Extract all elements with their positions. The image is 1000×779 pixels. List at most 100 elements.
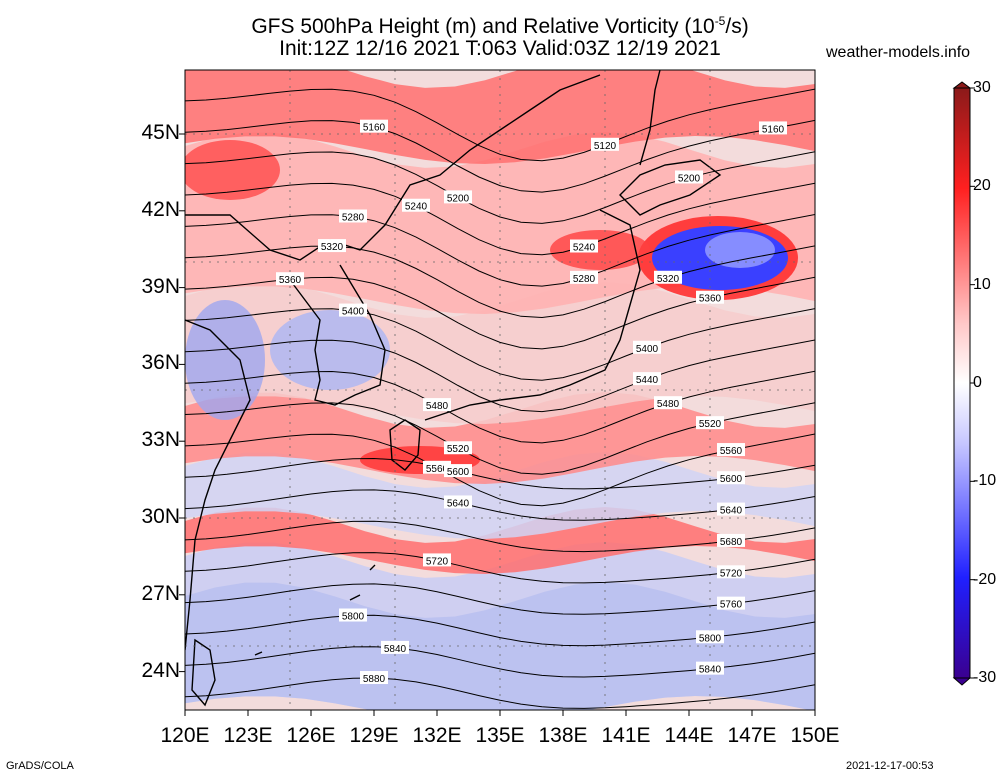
contour-label: 5480 — [654, 396, 682, 410]
contour-label: 5800 — [339, 608, 367, 623]
height-contour-5120 — [185, 88, 815, 162]
svg-text:5720: 5720 — [426, 556, 449, 567]
y-tick-label: 39N — [141, 274, 180, 298]
svg-text:5400: 5400 — [342, 307, 365, 318]
colorbar-label: 20 — [973, 177, 991, 195]
footer-timestamp: 2021-12-17-00:53 — [846, 760, 934, 772]
contour-label: 5840 — [696, 661, 724, 676]
height-contour-5640 — [185, 489, 815, 521]
svg-text:5880: 5880 — [363, 674, 386, 685]
height-contour-5720 — [185, 552, 815, 584]
svg-text:5720: 5720 — [720, 568, 743, 579]
svg-text:5560: 5560 — [720, 446, 743, 457]
svg-text:5680: 5680 — [720, 537, 743, 548]
site-label: weather-models.info — [826, 44, 971, 61]
svg-text:5360: 5360 — [279, 275, 302, 286]
contour-label: 5120 — [591, 137, 619, 152]
contour-label: 5880 — [360, 671, 388, 685]
height-contour-5280 — [185, 214, 815, 287]
colorbar — [953, 87, 971, 679]
contour-label: 5720 — [717, 565, 745, 579]
contour-label: 5560 — [717, 443, 745, 457]
svg-text:5480: 5480 — [426, 401, 449, 412]
height-contour-5320 — [185, 245, 815, 319]
contour-label: 5720 — [423, 553, 451, 567]
x-tick-label: 147E — [727, 724, 777, 747]
x-tick-label: 135E — [475, 724, 525, 747]
height-contour-5160 — [185, 119, 815, 193]
y-tick-label: 42N — [141, 197, 180, 221]
svg-text:5840: 5840 — [699, 665, 722, 676]
svg-text:5160: 5160 — [762, 124, 785, 135]
contour-label: 5640 — [717, 502, 745, 517]
svg-text:5480: 5480 — [657, 399, 680, 410]
svg-text:5120: 5120 — [594, 141, 617, 152]
y-tick-label: 33N — [141, 428, 180, 452]
svg-text:5160: 5160 — [363, 123, 386, 134]
svg-text:5280: 5280 — [342, 212, 365, 223]
contour-label: 5800 — [696, 630, 724, 644]
height-contour-5480 — [185, 370, 815, 444]
svg-text:5640: 5640 — [447, 498, 470, 509]
contour-label: 5240 — [402, 198, 430, 213]
x-tick-label: 150E — [790, 724, 840, 747]
svg-text:5440: 5440 — [636, 375, 659, 386]
contour-label: 5640 — [444, 495, 472, 509]
coastline-taiwan — [191, 638, 216, 707]
colorbar-label: -10 — [973, 472, 997, 490]
contour-label: 5280 — [339, 209, 367, 223]
height-contour-5600 — [185, 457, 815, 490]
svg-text:5600: 5600 — [447, 467, 470, 478]
colorbar-label: 30 — [973, 79, 991, 96]
contour-label: 5360 — [276, 272, 304, 286]
height-contour-5680 — [185, 520, 815, 553]
height-contour-5400 — [185, 308, 815, 381]
coastline-china — [185, 319, 251, 651]
x-tick-label: 144E — [664, 724, 714, 747]
svg-text:5840: 5840 — [384, 644, 407, 655]
colorbar-label: -20 — [973, 570, 997, 588]
contour-label: 5240 — [570, 239, 598, 253]
coastline-ryukyu — [254, 564, 376, 656]
contour-label: 5840 — [381, 640, 409, 655]
svg-text:5800: 5800 — [342, 612, 365, 623]
contour-label: 5600 — [444, 464, 472, 478]
x-tick-label: 141E — [601, 724, 651, 747]
colorbar-label: 0 — [973, 374, 982, 391]
x-tick-label: 120E — [160, 724, 210, 747]
svg-text:5760: 5760 — [720, 600, 743, 611]
coastline-hokkaido — [619, 159, 722, 216]
height-contour-5560 — [185, 433, 815, 507]
svg-text:5560: 5560 — [426, 464, 449, 475]
contour-label: 5520 — [444, 441, 472, 455]
contour-label: 5400 — [339, 303, 367, 318]
coastline-korea — [289, 264, 386, 406]
height-contour-5880 — [185, 677, 815, 709]
svg-text:5600: 5600 — [720, 474, 743, 485]
coastline-manchuria — [185, 74, 601, 261]
svg-text:5200: 5200 — [447, 193, 470, 204]
footer-credit: GrADS/COLA — [6, 760, 74, 772]
svg-text:5280: 5280 — [573, 274, 596, 285]
x-tick-label: 126E — [286, 724, 336, 747]
contour-label: 5200 — [444, 190, 472, 204]
colorbar-label: 10 — [973, 275, 991, 293]
x-tick-label: 132E — [412, 724, 462, 747]
colorbar-top-arrow — [952, 81, 972, 89]
svg-text:5520: 5520 — [699, 419, 722, 430]
contour-label: 5480 — [423, 398, 451, 412]
contour-label: 5600 — [717, 471, 745, 485]
height-contour-5760 — [185, 583, 815, 615]
colorbar-bottom-arrow — [952, 677, 972, 686]
colorbar-label: -30 — [973, 669, 997, 686]
contour-label: 5360 — [696, 290, 724, 305]
contour-label: 5280 — [570, 270, 598, 285]
coastline-honshu — [424, 209, 641, 421]
x-tick-label: 138E — [538, 724, 588, 747]
svg-text:5240: 5240 — [405, 202, 428, 213]
contour-label: 5320 — [318, 239, 346, 253]
height-contour-5240 — [185, 182, 815, 256]
coastline-sakhalin — [639, 70, 661, 166]
contour-label: 5200 — [675, 170, 703, 184]
